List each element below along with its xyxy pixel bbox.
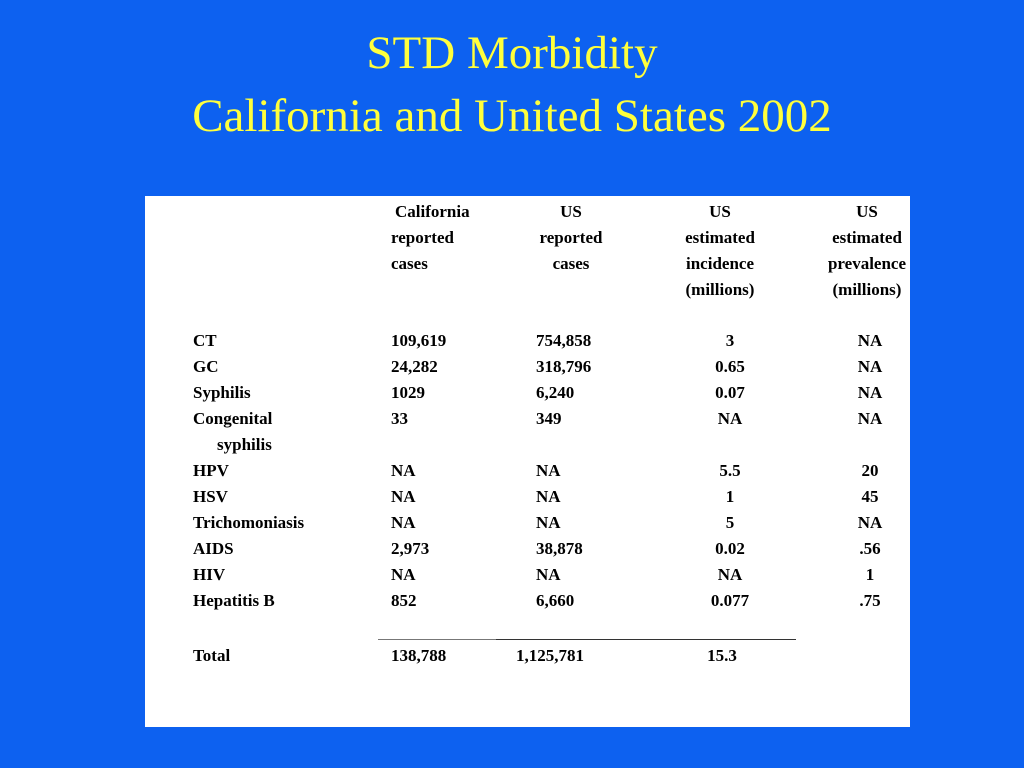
row-hepb-ca: 852 [391,591,417,610]
row-ct-name: CT [193,331,217,350]
row-hiv-inc: NA [717,565,743,584]
row-aids-us: 38,878 [536,539,583,558]
title-line-1: STD Morbidity [366,27,658,79]
row-aids-ca: 2,973 [391,539,430,558]
row-gc-name: GC [193,357,219,376]
row-ct-ca: 109,619 [391,331,447,350]
row-trich-prev: NA [857,513,883,532]
row-hpv-us: NA [536,461,561,480]
row-hepb-inc: 0.077 [710,591,750,610]
slide-title: STD Morbidity California and United Stat… [0,22,1024,148]
row-hpv-ca: NA [391,461,416,480]
row-hepb-name: Hepatitis B [193,591,275,610]
row-trich-us: NA [536,513,561,532]
row-trich-inc: 5 [725,513,735,532]
row-trich-name: Trichomoniasis [193,513,305,532]
row-hepb-us: 6,660 [536,591,575,610]
header-prev-line2: estimated [832,228,902,247]
header-us-line1: US [560,202,582,221]
total-inc: 15.3 [707,646,737,665]
header-prev-line4: (millions) [832,280,902,299]
header-inc-line3: incidence [686,254,754,273]
row-ct-prev: NA [857,331,883,350]
row-gc-us: 318,796 [536,357,592,376]
row-hpv-inc: 5.5 [719,461,741,480]
row-hsv-inc: 1 [725,487,735,506]
header-us-line3: cases [552,254,590,273]
header-inc-line4: (millions) [685,280,755,299]
row-congenital-us: 349 [536,409,562,428]
total-ca: 138,788 [391,646,447,665]
header-prev-line1: US [856,202,878,221]
row-syphilis-prev: NA [857,383,883,402]
total-rule-us [496,639,796,640]
header-inc-line2: estimated [685,228,755,247]
row-congenital-prev: NA [857,409,883,428]
row-syphilis-inc: 0.07 [715,383,745,402]
header-prev-line3: prevalence [827,254,907,273]
row-hsv-name: HSV [193,487,228,506]
header-ca-line1: California [395,202,470,221]
title-line-2: California and United States 2002 [192,90,832,142]
row-syphilis-name: Syphilis [193,383,251,402]
header-inc-line1: US [709,202,731,221]
total-name: Total [193,646,231,665]
row-congenital-ca: 33 [391,409,408,428]
row-congenital-name2: syphilis [217,435,272,454]
row-aids-name: AIDS [193,539,234,558]
row-hpv-name: HPV [193,461,229,480]
row-hpv-prev: 20 [861,461,879,480]
row-syphilis-us: 6,240 [536,383,575,402]
row-congenital-name: Congenital [193,409,273,428]
row-ct-inc: 3 [725,331,735,350]
row-aids-inc: 0.02 [715,539,745,558]
row-gc-prev: NA [857,357,883,376]
row-trich-ca: NA [391,513,416,532]
row-congenital-inc: NA [717,409,743,428]
row-hiv-ca: NA [391,565,416,584]
row-hsv-prev: 45 [861,487,879,506]
row-hiv-us: NA [536,565,561,584]
row-ct-us: 754,858 [536,331,592,350]
row-hiv-name: HIV [193,565,226,584]
row-hsv-us: NA [536,487,561,506]
header-ca-line3: cases [391,254,428,273]
row-hiv-prev: 1 [865,565,875,584]
total-rule-ca [378,639,496,640]
total-us: 1,125,781 [516,646,584,665]
row-gc-ca: 24,282 [391,357,438,376]
row-syphilis-ca: 1029 [391,383,425,402]
row-hsv-ca: NA [391,487,416,506]
header-us-line2: reported [539,228,603,247]
table-panel: California reported cases US reported ca… [145,196,910,727]
row-aids-prev: .56 [859,539,881,558]
header-ca-line2: reported [391,228,454,247]
row-gc-inc: 0.65 [715,357,745,376]
row-hepb-prev: .75 [859,591,881,610]
